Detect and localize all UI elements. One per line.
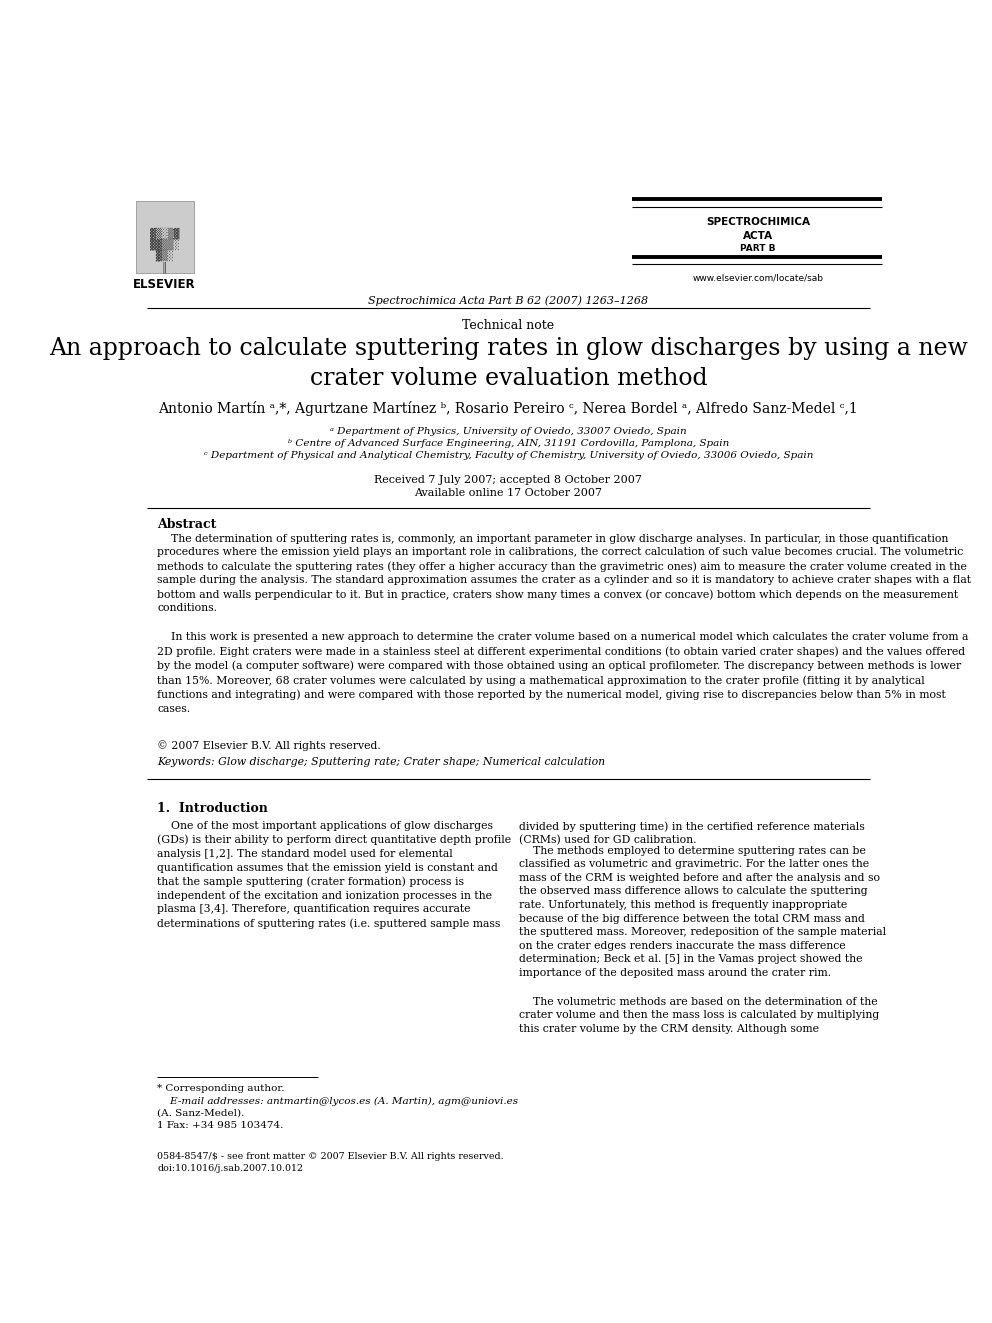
Text: One of the most important applications of glow discharges
(GDs) is their ability: One of the most important applications o… (158, 822, 512, 929)
Text: E-mail addresses: antmartin@lycos.es (A. Martin), agm@uniovi.es: E-mail addresses: antmartin@lycos.es (A.… (158, 1097, 519, 1106)
Text: The volumetric methods are based on the determination of the
crater volume and t: The volumetric methods are based on the … (519, 996, 880, 1033)
Text: © 2007 Elsevier B.V. All rights reserved.: © 2007 Elsevier B.V. All rights reserved… (158, 740, 381, 751)
Text: crater volume evaluation method: crater volume evaluation method (310, 366, 707, 390)
Text: (A. Sanz-Medel).: (A. Sanz-Medel). (158, 1109, 245, 1118)
Text: Antonio Martín ᵃ,*, Agurtzane Martínez ᵇ, Rosario Pereiro ᶜ, Nerea Bordel ᵃ, Alf: Antonio Martín ᵃ,*, Agurtzane Martínez ᵇ… (159, 401, 858, 417)
Text: 0584-8547/$ - see front matter © 2007 Elsevier B.V. All rights reserved.: 0584-8547/$ - see front matter © 2007 El… (158, 1152, 504, 1162)
Text: Spectrochimica Acta Part B 62 (2007) 1263–1268: Spectrochimica Acta Part B 62 (2007) 126… (368, 296, 649, 307)
Text: SPECTROCHIMICA: SPECTROCHIMICA (706, 217, 809, 228)
Text: ELSEVIER: ELSEVIER (133, 278, 195, 291)
Text: ▓▒░▒▓
▓▓▒▒░
 ▓▒░ 
  ║: ▓▒░▒▓ ▓▓▒▒░ ▓▒░ ║ (150, 228, 179, 274)
Text: Received 7 July 2007; accepted 8 October 2007: Received 7 July 2007; accepted 8 October… (374, 475, 643, 486)
Text: 1.  Introduction: 1. Introduction (158, 802, 268, 815)
Text: An approach to calculate sputtering rates in glow discharges by using a new: An approach to calculate sputtering rate… (49, 337, 968, 360)
Text: 1 Fax: +34 985 103474.: 1 Fax: +34 985 103474. (158, 1122, 284, 1130)
Bar (136, 201, 193, 273)
Text: Keywords: Glow discharge; Sputtering rate; Crater shape; Numerical calculation: Keywords: Glow discharge; Sputtering rat… (158, 757, 605, 767)
Text: Abstract: Abstract (158, 519, 216, 532)
Text: The methods employed to determine sputtering rates can be
classified as volumetr: The methods employed to determine sputte… (519, 845, 887, 978)
Text: * Corresponding author.: * Corresponding author. (158, 1085, 285, 1093)
Text: Technical note: Technical note (462, 319, 555, 332)
Text: divided by sputtering time) in the certified reference materials
(CRMs) used for: divided by sputtering time) in the certi… (519, 822, 865, 845)
Text: In this work is presented a new approach to determine the crater volume based on: In this work is presented a new approach… (158, 632, 969, 713)
Text: Available online 17 October 2007: Available online 17 October 2007 (415, 488, 602, 497)
Text: www.elsevier.com/locate/sab: www.elsevier.com/locate/sab (692, 274, 823, 283)
Text: The determination of sputtering rates is, commonly, an important parameter in gl: The determination of sputtering rates is… (158, 533, 971, 614)
Text: ᵃ Department of Physics, University of Oviedo, 33007 Oviedo, Spain: ᵃ Department of Physics, University of O… (330, 427, 686, 435)
Text: ᵇ Centre of Advanced Surface Engineering, AIN, 31191 Cordovilla, Pamplona, Spain: ᵇ Centre of Advanced Surface Engineering… (288, 439, 729, 448)
Text: PART B: PART B (740, 245, 776, 253)
Text: doi:10.1016/j.sab.2007.10.012: doi:10.1016/j.sab.2007.10.012 (158, 1164, 304, 1174)
Text: ᶜ Department of Physical and Analytical Chemistry, Faculty of Chemistry, Univers: ᶜ Department of Physical and Analytical … (203, 451, 813, 460)
Text: ACTA: ACTA (743, 232, 773, 241)
